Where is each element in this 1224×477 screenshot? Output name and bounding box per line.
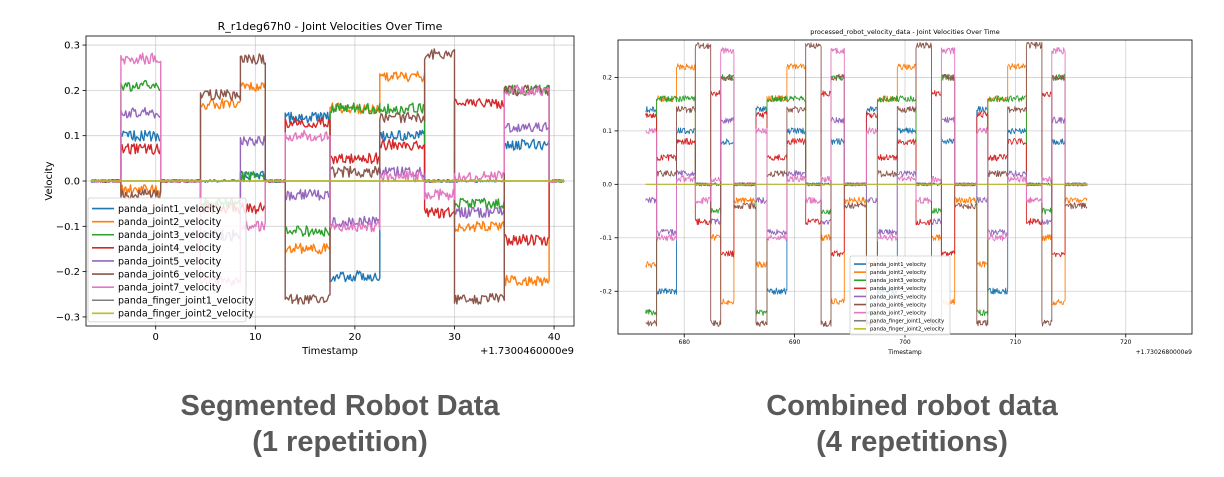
segmented-chart: 0 10 20 30 40 −0.3 −0.2 −0.1 0.0 0.1 0.2 0.3 R_r1deg… xyxy=(0,0,600,380)
legend-label-5: panda_joint5_velocity xyxy=(118,256,222,267)
legend-label-2: panda_joint2_velocity xyxy=(118,217,222,228)
caption-segmented: Segmented Robot Data (1 repetition) xyxy=(40,388,640,460)
x-axis-label: Timestamp xyxy=(301,346,358,357)
y-tick-label: −0.2 xyxy=(600,288,612,295)
legend-label-4: panda_joint4_velocity xyxy=(870,286,926,292)
y-tick-label: −0.1 xyxy=(56,222,80,233)
caption-segmented-line2: (1 repetition) xyxy=(252,426,428,458)
y-tick-label: 0.0 xyxy=(64,177,80,188)
legend-label-1: panda_joint1_velocity xyxy=(870,262,926,268)
series-line-7 xyxy=(645,47,1088,242)
legend-box xyxy=(849,255,951,336)
x-tick-label: 690 xyxy=(789,339,801,346)
x-tick-label: 700 xyxy=(899,339,911,346)
caption-combined-line1: Combined robot data xyxy=(766,390,1058,422)
legend-label-2: panda_joint2_velocity xyxy=(870,270,926,276)
combined-chart-svg: 680 690 700 710 720 −0.2 −0.1 0.0 0.1 0.2 processe… xyxy=(600,28,1193,356)
caption-combined: Combined robot data (4 repetitions) xyxy=(612,388,1212,460)
caption-segmented-line1: Segmented Robot Data xyxy=(180,390,500,422)
legend-label-9: panda_finger_joint2_velocity xyxy=(118,309,254,320)
x-tick-label: 10 xyxy=(249,332,262,343)
legend-label-3: panda_joint3_velocity xyxy=(870,278,926,284)
y-tick-label: −0.1 xyxy=(600,235,612,242)
segmented-chart-svg: 0 10 20 30 40 −0.3 −0.2 −0.1 0.0 0.1 0.2 0.3 R_r1deg… xyxy=(44,20,575,357)
legend-label-3: panda_joint3_velocity xyxy=(118,230,222,241)
legend-label-7: panda_joint7_velocity xyxy=(870,310,926,316)
y-tick-label: 0.3 xyxy=(64,41,80,52)
legend-label-9: panda_finger_joint2_velocity xyxy=(870,327,944,333)
legend-label-8: panda_finger_joint1_velocity xyxy=(870,319,944,325)
x-tick-label: 710 xyxy=(1010,339,1022,346)
series-line-5 xyxy=(645,116,1088,237)
y-tick-label: 0.2 xyxy=(64,86,80,97)
x-offset-label: +1.7300460000e9 xyxy=(480,346,574,357)
x-tick-label: 30 xyxy=(448,332,461,343)
y-tick-label: 0.0 xyxy=(602,181,612,188)
chart-title: R_r1deg67h0 - Joint Velocities Over Time xyxy=(218,20,443,33)
y-axis-label: Velocity xyxy=(44,161,55,200)
x-tick-label: 680 xyxy=(679,339,691,346)
legend-label-7: panda_joint7_velocity xyxy=(118,282,222,293)
caption-combined-line2: (4 repetitions) xyxy=(816,426,1008,458)
axes-frame xyxy=(85,35,575,327)
y-tick-label: 0.1 xyxy=(64,131,80,142)
x-offset-label: +1.7302680000e9 xyxy=(1136,349,1193,356)
x-tick-label: 0 xyxy=(153,332,159,343)
legend-label-4: panda_joint4_velocity xyxy=(118,243,222,254)
series-line-5 xyxy=(90,106,565,242)
combined-chart: 680 690 700 710 720 −0.2 −0.1 0.0 0.1 0.2 processe… xyxy=(600,0,1224,380)
x-tick-label: 720 xyxy=(1120,339,1132,346)
legend-label-6: panda_joint6_velocity xyxy=(118,269,222,280)
legend-label-1: panda_joint1_velocity xyxy=(118,204,222,215)
legend-label-8: panda_finger_joint1_velocity xyxy=(118,296,254,307)
y-tick-label: 0.1 xyxy=(602,128,612,135)
legend: panda_joint1_velocity panda_joint2_veloci… xyxy=(87,197,254,323)
legend: panda_joint1_velocity panda_joint2_veloci… xyxy=(849,255,951,336)
y-tick-label: 0.2 xyxy=(602,75,612,82)
y-tick-label: −0.2 xyxy=(56,267,80,278)
legend-box xyxy=(87,197,247,323)
x-axis-label: Timestamp xyxy=(887,349,922,356)
x-tick-label: 20 xyxy=(349,332,362,343)
legend-label-6: panda_joint6_velocity xyxy=(870,302,926,308)
series-group xyxy=(90,48,565,305)
legend-label-5: panda_joint5_velocity xyxy=(870,294,926,300)
y-tick-label: −0.3 xyxy=(56,312,80,323)
x-tick-label: 40 xyxy=(548,332,561,343)
chart-title: processed_robot_velocity_data - Joint Ve… xyxy=(810,28,999,36)
